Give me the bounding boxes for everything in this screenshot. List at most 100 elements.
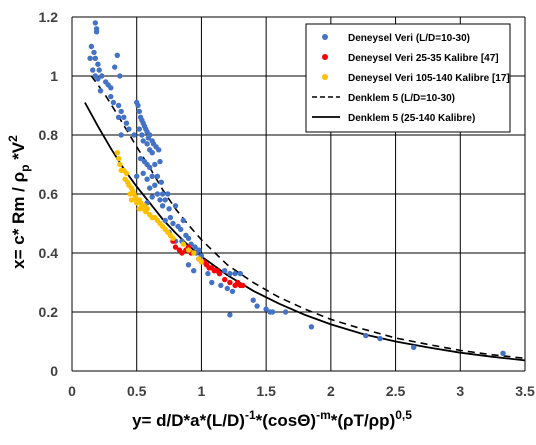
x-axis-title-tail: *(ρT/ρp) [331, 411, 395, 430]
legend: Deneysel Veri (L/D=10-30) Deneysel Veri … [305, 23, 511, 133]
x-tick-label-3: 1.5 [256, 383, 276, 399]
data-point-s0-104 [227, 312, 233, 318]
y-tick-label-1: 0.2 [39, 304, 59, 320]
legend-label-4: Denklem 5 (L/D=10-30) [348, 93, 455, 104]
data-point-s0-11 [95, 76, 101, 82]
data-point-s0-40 [139, 132, 145, 138]
x-tick-label-6: 3 [456, 383, 464, 399]
data-point-s0-15 [97, 88, 104, 94]
y-axis-title-main: x= c* Rm / ρ [9, 172, 28, 269]
data-point-s0-96 [237, 270, 243, 277]
data-point-s0-59 [154, 173, 161, 179]
x-tick-label-5: 2.5 [386, 383, 406, 399]
legend-label-5: Denklem 5 (25-140 Kalibre) [348, 113, 475, 124]
y-tick-label-5: 1 [50, 68, 58, 84]
y-axis-title: x= c* Rm / ρp *V2 [6, 135, 32, 269]
y-tick-label-4: 0.8 [39, 127, 59, 143]
data-point-s0-101 [250, 297, 256, 303]
data-point-s0-64 [154, 191, 161, 197]
data-point-s2-11 [127, 191, 133, 197]
legend-box [305, 23, 511, 133]
data-point-s0-106 [269, 309, 276, 315]
tick-labels: 0 0.5 1 1.5 2 2.5 3 3.5 0 0.2 0.4 0.6 0.8 1 1.2 [39, 9, 535, 399]
data-point-s0-107 [282, 309, 289, 315]
data-point-s1-15 [227, 279, 233, 286]
legend-label-3: Deneysel Veri 105-140 Kalibre [17] [348, 73, 510, 84]
data-point-s0-78 [185, 235, 192, 241]
legend-entry-4: Denklem 5 (L/D=10-30) [312, 93, 455, 104]
data-point-s0-3 [88, 43, 95, 50]
data-point-s0-97 [209, 279, 215, 286]
data-point-s0-20 [108, 93, 114, 100]
y-tick-label-3: 0.6 [39, 186, 59, 202]
data-point-s2-2 [117, 161, 123, 168]
data-point-s1-1 [172, 244, 179, 250]
series-line-3 [90, 75, 526, 360]
data-point-s0-58 [149, 173, 155, 179]
data-point-s0-67 [157, 197, 163, 203]
data-point-s0-95 [232, 270, 238, 277]
data-point-s0-60 [134, 173, 140, 179]
data-point-s0-28 [131, 132, 137, 138]
data-point-s2-32 [170, 235, 176, 241]
x-axis-title-mid: *(cosΘ) [256, 411, 316, 430]
data-point-s0-93 [222, 268, 228, 274]
data-point-s0-51 [137, 155, 144, 162]
data-point-s0-37 [136, 126, 142, 132]
legend-marker-yellow [322, 74, 328, 80]
data-point-s0-72 [172, 203, 179, 209]
data-point-s0-88 [191, 268, 197, 274]
data-point-s0-68 [162, 197, 168, 203]
data-point-s0-94 [227, 270, 233, 277]
data-point-s0-26 [123, 120, 130, 126]
data-point-s0-5 [87, 55, 93, 61]
x-axis-title-sup2: -m [316, 408, 331, 422]
data-point-s0-8 [90, 67, 96, 73]
data-point-s0-71 [166, 206, 172, 212]
data-points [87, 20, 506, 356]
data-point-s0-108 [308, 324, 315, 330]
data-point-s0-42 [147, 132, 153, 138]
data-point-s0-24 [115, 114, 122, 121]
y-tick-label-6: 1.2 [39, 9, 59, 25]
data-point-s0-31 [135, 102, 141, 109]
data-point-s0-70 [159, 203, 166, 209]
data-point-s0-7 [95, 61, 101, 67]
data-point-s0-49 [156, 147, 162, 153]
data-point-s0-32 [136, 108, 142, 115]
data-point-s0-45 [144, 141, 150, 147]
data-point-s2-35 [191, 250, 197, 256]
data-point-s0-17 [114, 52, 121, 58]
legend-label-2: Deneysel Veri 25-35 Kalibre [47] [348, 53, 499, 64]
x-axis-title-sup3: 0,5 [395, 408, 412, 422]
data-point-s0-116 [180, 217, 186, 224]
y-tick-label-2: 0.4 [39, 245, 59, 261]
legend-entry-1: Deneysel Veri (L/D=10-30) [322, 33, 470, 44]
data-point-s0-103 [263, 306, 269, 312]
data-point-s0-50 [149, 150, 155, 156]
x-tick-label-0: 0 [68, 383, 76, 399]
data-point-s2-0 [114, 150, 121, 156]
legend-entry-5: Denklem 5 (25-140 Kalibre) [312, 113, 475, 124]
y-axis-title-tail: *V [9, 141, 28, 164]
data-point-s0-16 [108, 85, 114, 91]
data-point-s0-4 [91, 49, 97, 56]
data-point-s0-0 [92, 20, 99, 26]
data-point-s0-110 [377, 335, 383, 342]
data-point-s0-91 [205, 270, 211, 277]
data-point-s2-34 [185, 247, 192, 253]
data-point-s0-100 [229, 288, 236, 295]
legend-label-1: Deneysel Veri (L/D=10-30) [348, 33, 470, 44]
y-axis-title-sup: 2 [6, 135, 20, 142]
data-point-s0-19 [117, 73, 123, 79]
data-point-s0-23 [118, 108, 124, 115]
legend-entry-3: Deneysel Veri 105-140 Kalibre [17] [322, 73, 510, 84]
data-point-s0-99 [224, 285, 230, 292]
y-tick-label-0: 0 [50, 363, 58, 379]
x-axis-title-main: y= d/D*a*(L/D) [132, 411, 245, 430]
legend-marker-blue [322, 34, 328, 40]
legend-entry-2: Deneysel Veri 25-35 Kalibre [47] [322, 53, 499, 64]
data-point-s0-18 [112, 64, 118, 70]
